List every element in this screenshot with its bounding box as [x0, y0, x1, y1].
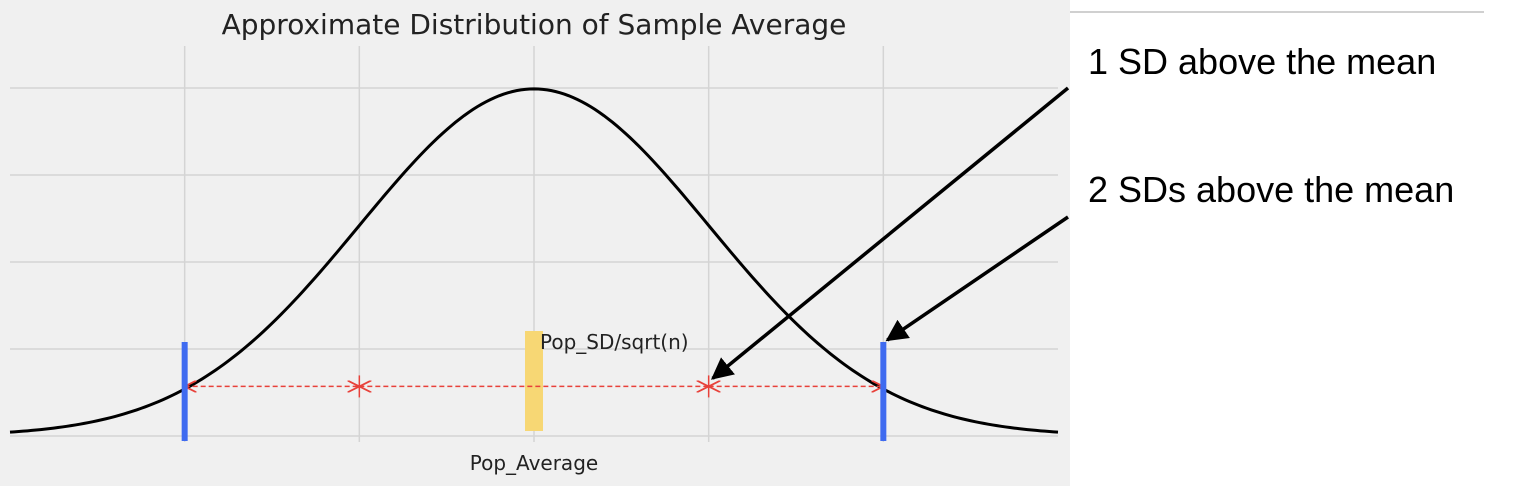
- chart-marks: [9, 87, 1059, 441]
- two-sd-marker: [181, 342, 188, 441]
- annotation-arrows: [710, 86, 1070, 380]
- sd-label: Pop_SD/sqrt(n): [540, 330, 689, 354]
- annotation-two-sd: 2 SDs above the mean: [1088, 169, 1454, 210]
- chart-title: Approximate Distribution of Sample Avera…: [222, 8, 847, 41]
- two-sd-marker: [880, 342, 887, 441]
- x-tick-label: Pop_Average: [470, 451, 598, 475]
- annotation-arrow: [885, 215, 1069, 342]
- annotation-one-sd: 1 SD above the mean: [1088, 41, 1436, 82]
- annotation-arrow: [710, 86, 1070, 380]
